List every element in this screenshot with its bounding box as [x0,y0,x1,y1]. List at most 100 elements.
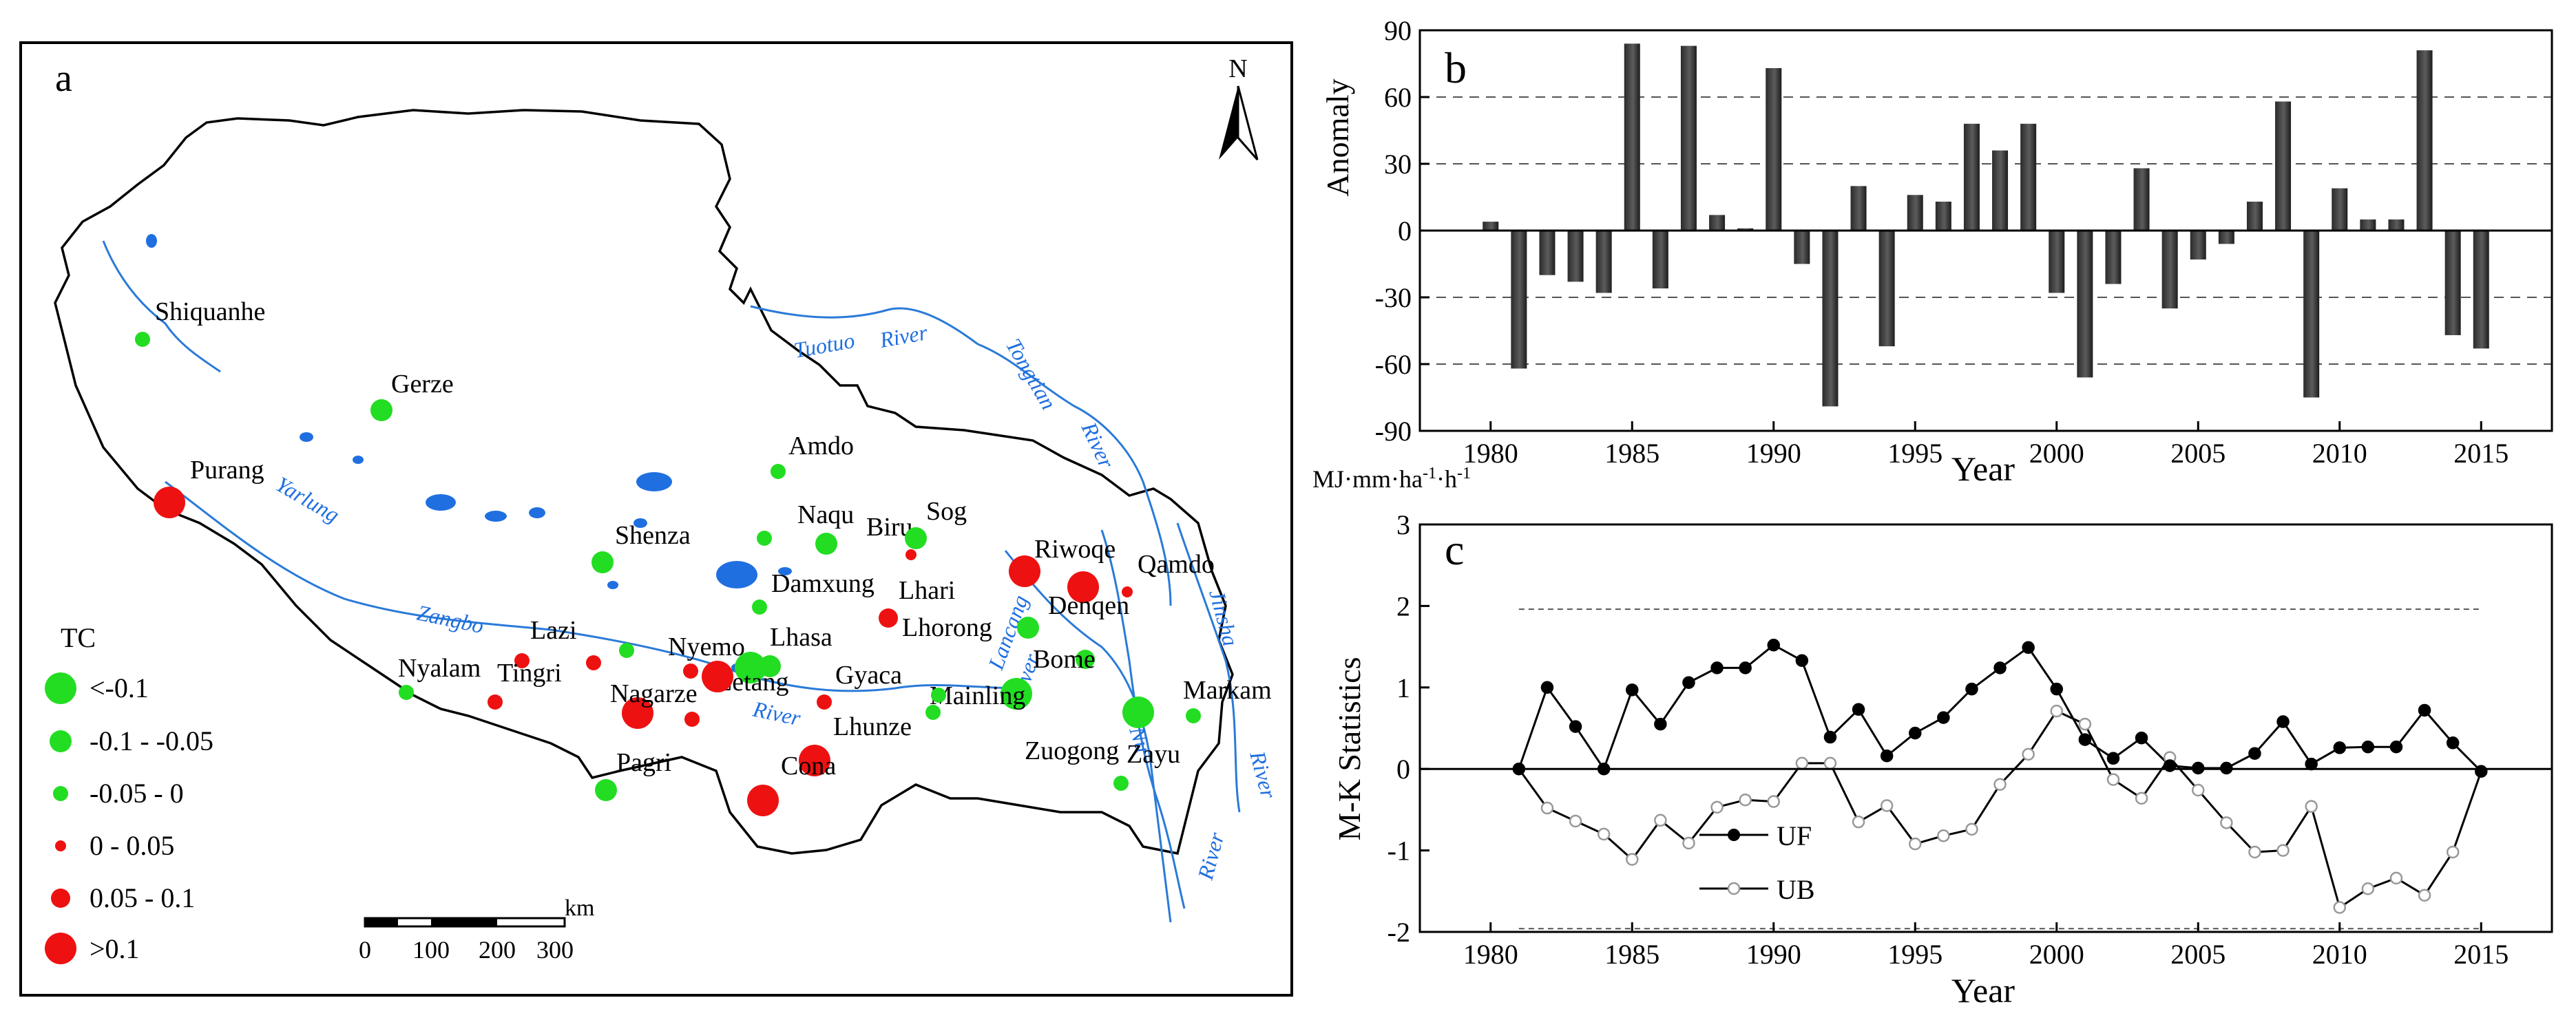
point-ub [2305,800,2318,813]
station: Amdo [771,432,854,479]
point-uf [2078,733,2092,746]
mk-chart: c M-K Statistics 3 2 1 0 -1 -2 1980 1985 1990 199… [1332,509,2553,1009]
y-tick-label: 90 [1384,15,1412,46]
point-uf [2361,740,2375,754]
station-label: Cona [781,752,836,780]
station-marker [702,661,733,692]
lake [636,472,672,491]
x-tick-label: 1995 [1887,438,1943,469]
station: Lazi [530,616,601,670]
river-line [977,343,1172,606]
station: Qamdo [1122,550,1215,597]
bar [2332,188,2348,231]
station: Purang [154,456,264,518]
station-marker [135,332,150,347]
x-tick-label: 1985 [1604,438,1659,469]
map-legend: TC <-0.1 -0.1 - -0.05 -0.05 - 0 0 - 0.05… [45,622,213,964]
station-label: Shenza [615,521,691,550]
point-uf [1710,661,1724,675]
point-uf [1965,682,1978,696]
station: Zayu [1122,697,1180,769]
point-ub [1880,799,1894,812]
station: Markam [1183,676,1272,723]
point-uf [2022,641,2035,655]
station-label: Lhorong [902,613,992,642]
station-label: Qamdo [1138,550,1215,579]
bar [1737,228,1754,231]
bar [2388,219,2405,231]
point-ub [2192,783,2205,797]
north-arrow: N [1219,54,1259,160]
station-marker [931,688,946,703]
station: Damxung [752,569,875,615]
point-uf [1626,683,1639,697]
station-marker [905,549,917,560]
station-marker [1113,776,1129,791]
station: Riwoqe [1009,535,1116,587]
station-marker [683,663,698,679]
point-uf [2389,740,2403,754]
bar [1709,215,1726,231]
point-ub [1626,853,1639,866]
bar [2246,201,2263,231]
bar [1539,231,1556,275]
station-label: Bome [1033,645,1096,674]
lake [353,456,364,464]
y-axis-label: Anomaly [1320,78,1355,196]
point-ub [1795,756,1809,770]
point-uf [2106,752,2120,765]
station-marker [684,712,700,727]
lake [485,511,507,522]
north-arrow-left [1219,86,1238,160]
river-line [102,240,221,373]
x-axis-label: Year [1951,971,2015,1009]
station-label: Pagri [616,748,671,777]
station-label: Amdo [788,432,854,460]
point-ub [1767,795,1780,808]
point-ub [1852,815,1865,829]
station-label: Lazi [530,616,577,645]
x-tick-label: 2000 [2029,438,2084,469]
station-marker [1067,571,1099,603]
axes: 3 2 1 0 -1 -2 1980 1985 1990 1995 2000 2005 2010 2015 [1388,509,2553,970]
lake [633,518,647,528]
point-ub [1710,800,1724,814]
point-ub [1569,814,1582,828]
y-tick-label: -2 [1388,917,1410,948]
point-ub [2418,889,2431,902]
point-uf [2050,682,2063,696]
station: Denqen [1048,571,1129,620]
station-label: Nagarze [610,679,698,708]
bar [2360,219,2376,231]
station: Bome [1033,645,1096,674]
point-ub [1682,836,1695,850]
point-uf [1880,750,1894,763]
point-uf [1654,717,1667,731]
station-label: Zayu [1127,740,1180,769]
point-uf [2446,736,2460,750]
legend-label: 0.05 - 0.1 [90,882,195,913]
y-tick-label: 2 [1396,591,1410,622]
point-uf [1937,711,1950,724]
point-ub [2106,773,2120,786]
point-uf [1682,676,1695,689]
bar [1850,186,1867,231]
point-uf [2475,765,2488,778]
station-marker [1076,650,1095,669]
point-uf [1795,654,1809,667]
station-label: Gerze [391,370,454,399]
scale-tick: 200 [479,936,516,964]
bar [1624,43,1640,231]
panel-a-label: a [55,57,72,100]
point-uf [2135,731,2148,745]
scale-tick: 100 [412,936,450,964]
point-ub [1965,822,1978,836]
confidence-lines [1518,608,2482,930]
station-label: Lhari [899,576,955,605]
point-ub [1993,778,2007,791]
legend-label: -0.1 - -0.05 [90,725,213,756]
point-ub [1937,829,1950,842]
station-label: Lhasa [770,623,833,652]
point-ub [2220,816,2233,829]
